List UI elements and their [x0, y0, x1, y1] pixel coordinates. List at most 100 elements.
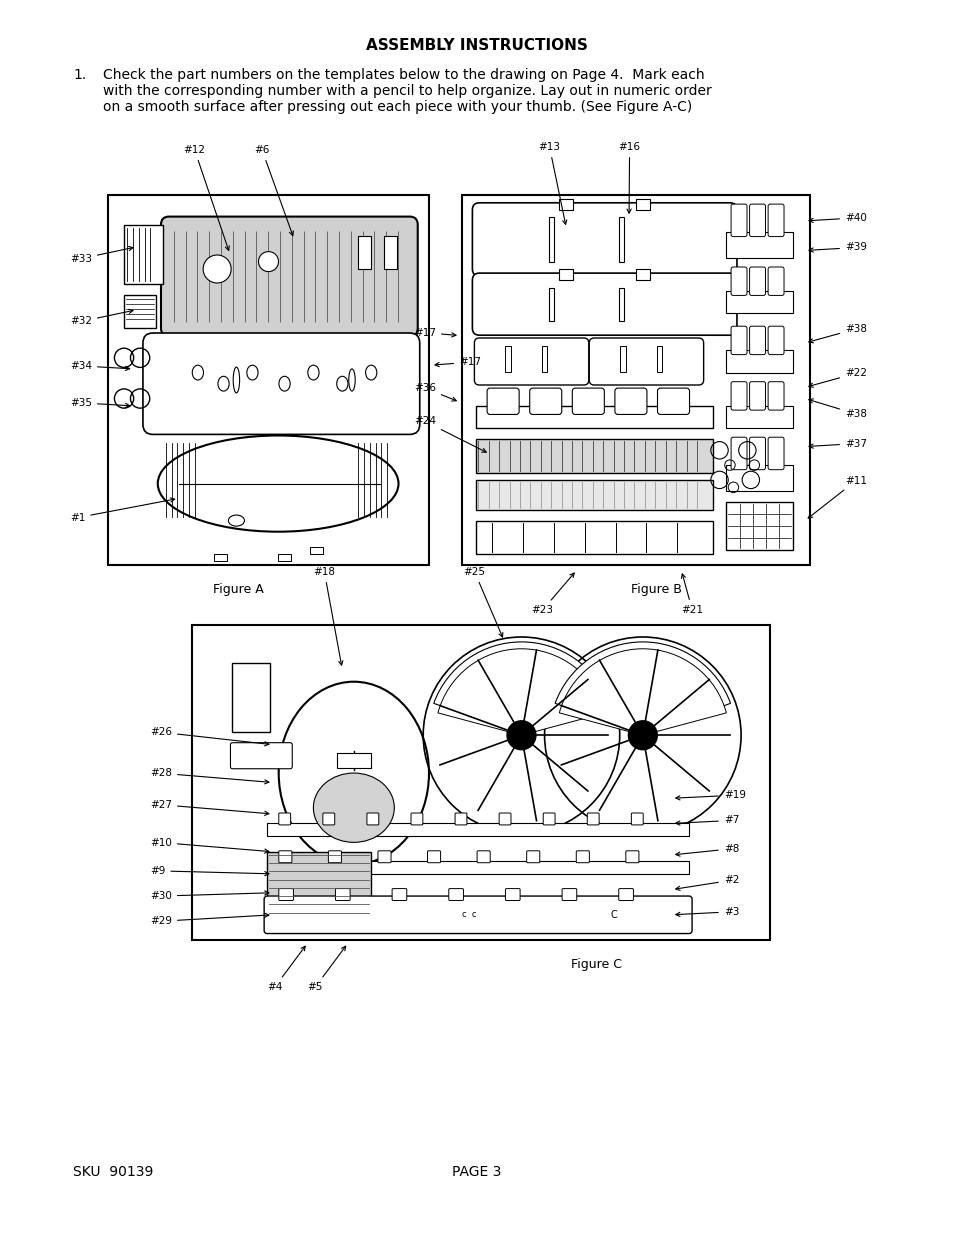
Bar [548, 217, 554, 262]
FancyBboxPatch shape [278, 813, 291, 825]
Text: #19: #19 [675, 790, 745, 800]
Text: 1.: 1. [73, 68, 86, 82]
Ellipse shape [217, 377, 229, 391]
Text: #8: #8 [675, 844, 739, 856]
Bar [726, 232, 792, 258]
Text: #38: #38 [808, 399, 866, 419]
Bar [657, 346, 661, 372]
FancyBboxPatch shape [730, 267, 746, 295]
FancyBboxPatch shape [335, 889, 350, 900]
FancyBboxPatch shape [328, 851, 341, 863]
Ellipse shape [233, 367, 239, 393]
Bar [548, 288, 554, 321]
Bar [619, 346, 625, 372]
FancyBboxPatch shape [631, 813, 642, 825]
Text: #16: #16 [618, 142, 639, 214]
FancyBboxPatch shape [476, 851, 490, 863]
Text: #40: #40 [808, 212, 866, 222]
Bar [726, 291, 792, 314]
FancyBboxPatch shape [322, 813, 335, 825]
FancyBboxPatch shape [411, 813, 422, 825]
Bar [726, 351, 792, 373]
Bar [476, 480, 712, 510]
Text: #9: #9 [150, 866, 269, 876]
Bar [384, 236, 396, 269]
FancyBboxPatch shape [231, 742, 292, 768]
Text: #3: #3 [675, 906, 739, 916]
Bar [267, 861, 688, 874]
FancyBboxPatch shape [749, 204, 764, 237]
Circle shape [506, 721, 536, 750]
Bar [726, 466, 792, 492]
Text: #5: #5 [307, 946, 345, 992]
Text: #37: #37 [808, 438, 866, 448]
Text: #33: #33 [70, 247, 132, 263]
FancyBboxPatch shape [487, 388, 518, 415]
Ellipse shape [278, 377, 290, 391]
Text: c  c: c c [461, 910, 476, 919]
Text: Check the part numbers on the templates below to the drawing on Page 4.  Mark ea: Check the part numbers on the templates … [103, 68, 704, 82]
FancyBboxPatch shape [561, 889, 577, 900]
Bar [278, 555, 291, 561]
Text: #34: #34 [70, 361, 130, 370]
Bar [476, 440, 712, 473]
Bar [618, 288, 623, 321]
Bar [192, 625, 769, 940]
Text: Figure C: Figure C [571, 958, 621, 971]
Text: SKU  90139: SKU 90139 [73, 1165, 153, 1179]
Bar [618, 217, 623, 262]
Text: #22: #22 [808, 368, 866, 388]
FancyBboxPatch shape [264, 897, 691, 934]
Text: with the corresponding number with a pencil to help organize. Lay out in numeric: with the corresponding number with a pen… [103, 84, 711, 98]
FancyBboxPatch shape [472, 273, 736, 335]
Text: #11: #11 [807, 475, 866, 519]
Bar [558, 269, 573, 280]
Text: #28: #28 [150, 768, 269, 784]
Ellipse shape [247, 366, 258, 380]
Bar [233, 663, 270, 732]
FancyBboxPatch shape [377, 851, 391, 863]
Bar [213, 555, 227, 561]
Text: #10: #10 [150, 837, 269, 853]
FancyBboxPatch shape [161, 216, 417, 336]
Ellipse shape [336, 377, 348, 391]
Wedge shape [558, 648, 725, 735]
Text: #6: #6 [254, 144, 294, 236]
FancyBboxPatch shape [749, 267, 764, 295]
Text: #32: #32 [70, 309, 132, 326]
Bar [558, 199, 573, 210]
Text: #13: #13 [538, 142, 566, 225]
Text: PAGE 3: PAGE 3 [452, 1165, 501, 1179]
Ellipse shape [308, 366, 318, 380]
Ellipse shape [313, 773, 394, 842]
FancyBboxPatch shape [498, 813, 511, 825]
FancyBboxPatch shape [427, 851, 440, 863]
Bar [267, 898, 688, 911]
FancyBboxPatch shape [657, 388, 689, 415]
Text: ASSEMBLY INSTRUCTIONS: ASSEMBLY INSTRUCTIONS [366, 38, 587, 53]
FancyBboxPatch shape [587, 813, 598, 825]
Text: #26: #26 [150, 727, 269, 746]
Text: #24: #24 [414, 416, 486, 452]
FancyBboxPatch shape [474, 338, 588, 385]
FancyBboxPatch shape [472, 203, 736, 275]
Text: #30: #30 [150, 890, 269, 902]
FancyBboxPatch shape [572, 388, 603, 415]
Text: #27: #27 [150, 800, 269, 815]
Wedge shape [555, 642, 730, 735]
FancyBboxPatch shape [730, 326, 746, 354]
FancyBboxPatch shape [730, 437, 746, 469]
Text: #17: #17 [414, 327, 456, 337]
Text: #35: #35 [70, 398, 130, 408]
FancyBboxPatch shape [767, 204, 783, 237]
FancyBboxPatch shape [448, 889, 463, 900]
Wedge shape [434, 642, 609, 735]
Text: #29: #29 [150, 913, 269, 926]
Text: #12: #12 [184, 144, 229, 251]
FancyBboxPatch shape [615, 388, 646, 415]
FancyBboxPatch shape [278, 851, 292, 863]
FancyBboxPatch shape [730, 382, 746, 410]
Circle shape [258, 252, 278, 272]
Ellipse shape [365, 366, 376, 380]
Text: #2: #2 [675, 876, 739, 890]
